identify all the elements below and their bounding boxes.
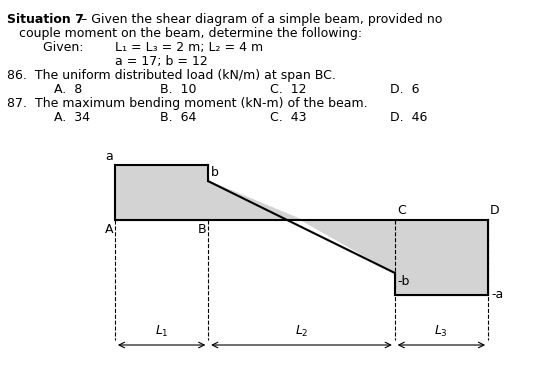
- Text: B.  64: B. 64: [160, 111, 197, 124]
- Text: L₁ = L₃ = 2 m; L₂ = 4 m: L₁ = L₃ = 2 m; L₂ = 4 m: [115, 41, 263, 54]
- Polygon shape: [302, 220, 395, 273]
- Polygon shape: [395, 220, 488, 295]
- Text: A.  34: A. 34: [54, 111, 90, 124]
- Text: -b: -b: [398, 275, 410, 288]
- Text: $L_2$: $L_2$: [295, 324, 308, 339]
- Text: A.  8: A. 8: [54, 83, 82, 96]
- Polygon shape: [208, 181, 302, 220]
- Text: $L_3$: $L_3$: [435, 324, 449, 339]
- Text: B.  10: B. 10: [160, 83, 197, 96]
- Text: 87.  The maximum bending moment (kN-m) of the beam.: 87. The maximum bending moment (kN-m) of…: [7, 97, 367, 110]
- Text: -a: -a: [491, 289, 503, 301]
- Text: $L_1$: $L_1$: [155, 324, 168, 339]
- Text: a: a: [105, 150, 113, 163]
- Text: C: C: [397, 204, 405, 217]
- Text: Given:: Given:: [7, 41, 83, 54]
- Text: A: A: [105, 223, 113, 236]
- Text: couple moment on the beam, determine the following:: couple moment on the beam, determine the…: [7, 27, 362, 40]
- Text: C.  12: C. 12: [270, 83, 307, 96]
- Text: b: b: [211, 166, 219, 179]
- Text: – Given the shear diagram of a simple beam, provided no: – Given the shear diagram of a simple be…: [77, 13, 442, 26]
- Text: 86.  The uniform distributed load (kN/m) at span BC.: 86. The uniform distributed load (kN/m) …: [7, 69, 336, 82]
- Text: B: B: [198, 223, 206, 236]
- Text: a = 17; b = 12: a = 17; b = 12: [115, 55, 208, 68]
- Text: C.  43: C. 43: [270, 111, 307, 124]
- Polygon shape: [115, 165, 208, 220]
- Text: Situation 7: Situation 7: [7, 13, 84, 26]
- Text: D: D: [490, 204, 500, 217]
- Text: D.  6: D. 6: [390, 83, 420, 96]
- Text: D.  46: D. 46: [390, 111, 427, 124]
